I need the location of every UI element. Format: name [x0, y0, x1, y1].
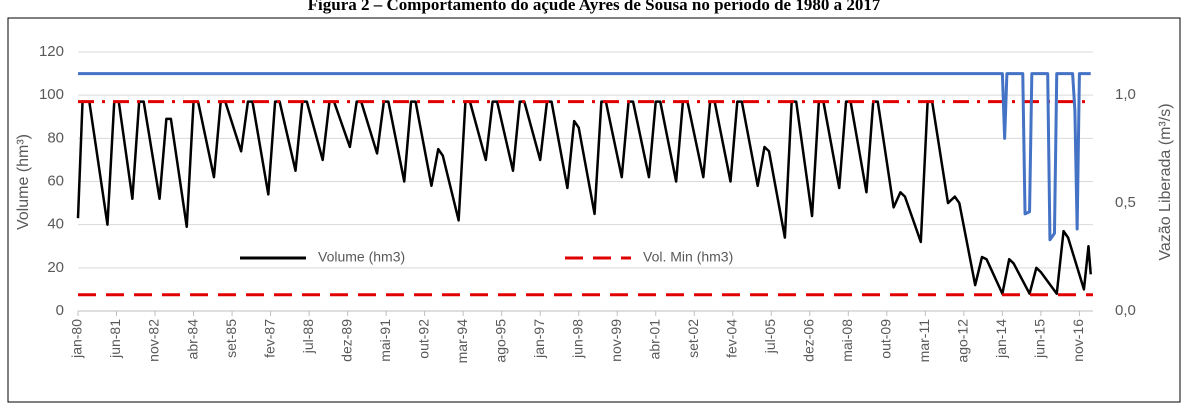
x-tick-label: jan-14: [993, 319, 1009, 359]
x-tick-label: mar-94: [454, 319, 470, 364]
x-tick-label: jun-15: [1032, 319, 1048, 359]
y-tick-label: 40: [47, 216, 64, 233]
x-tick-label: set-02: [685, 319, 701, 358]
x-tick-label: ago-95: [492, 319, 508, 363]
y2-axis-label: Vazão Liberada (m³/s): [1157, 103, 1174, 260]
x-tick-label: jan-97: [531, 319, 547, 359]
y-tick-label: 100: [39, 86, 64, 103]
x-tick-label: nov-82: [146, 319, 162, 362]
chart-title: Figura 2 – Comportamento do açude Ayres …: [308, 0, 881, 14]
x-tick-label: jul-88: [300, 319, 316, 354]
x-tick-label: mar-11: [916, 319, 932, 363]
x-tick-label: jun-81: [107, 319, 123, 359]
x-tick-label: out-09: [878, 319, 894, 359]
y-tick-label: 0: [56, 302, 64, 319]
x-tick-label: dez-06: [801, 319, 817, 362]
x-tick-label: dez-89: [338, 319, 354, 362]
x-tick-label: out-92: [415, 319, 431, 359]
x-tick-label: fev-87: [261, 319, 277, 358]
x-tick-label: abr-01: [646, 319, 662, 360]
x-tick-label: nov-99: [608, 319, 624, 362]
x-tick-label: set-85: [223, 319, 239, 358]
legend-label: Vol. Min (hm3): [643, 249, 733, 265]
y2-tick-label: 0,0: [1115, 302, 1136, 319]
x-tick-label: jun-98: [569, 319, 585, 359]
y-axis-label: Volume (hm³): [15, 134, 32, 230]
x-tick-label: mai-08: [839, 319, 855, 362]
series-line: [78, 72, 1091, 242]
y-tick-label: 80: [47, 129, 64, 146]
x-tick-label: abr-84: [184, 319, 200, 360]
x-tick-label: mai-91: [377, 319, 393, 362]
legend-label: Volume (hm3): [318, 249, 405, 265]
y-tick-label: 120: [39, 43, 64, 60]
y-tick-label: 20: [47, 259, 64, 276]
y2-tick-label: 1,0: [1115, 86, 1136, 103]
x-tick-label: fev-04: [723, 319, 739, 358]
x-tick-label: nov-16: [1070, 319, 1086, 362]
x-tick-label: jan-80: [69, 319, 85, 359]
x-tick-label: jul-05: [762, 319, 778, 354]
y2-tick-label: 0,5: [1115, 194, 1136, 211]
x-tick-label: ago-12: [955, 319, 971, 363]
y-tick-label: 60: [47, 172, 64, 189]
